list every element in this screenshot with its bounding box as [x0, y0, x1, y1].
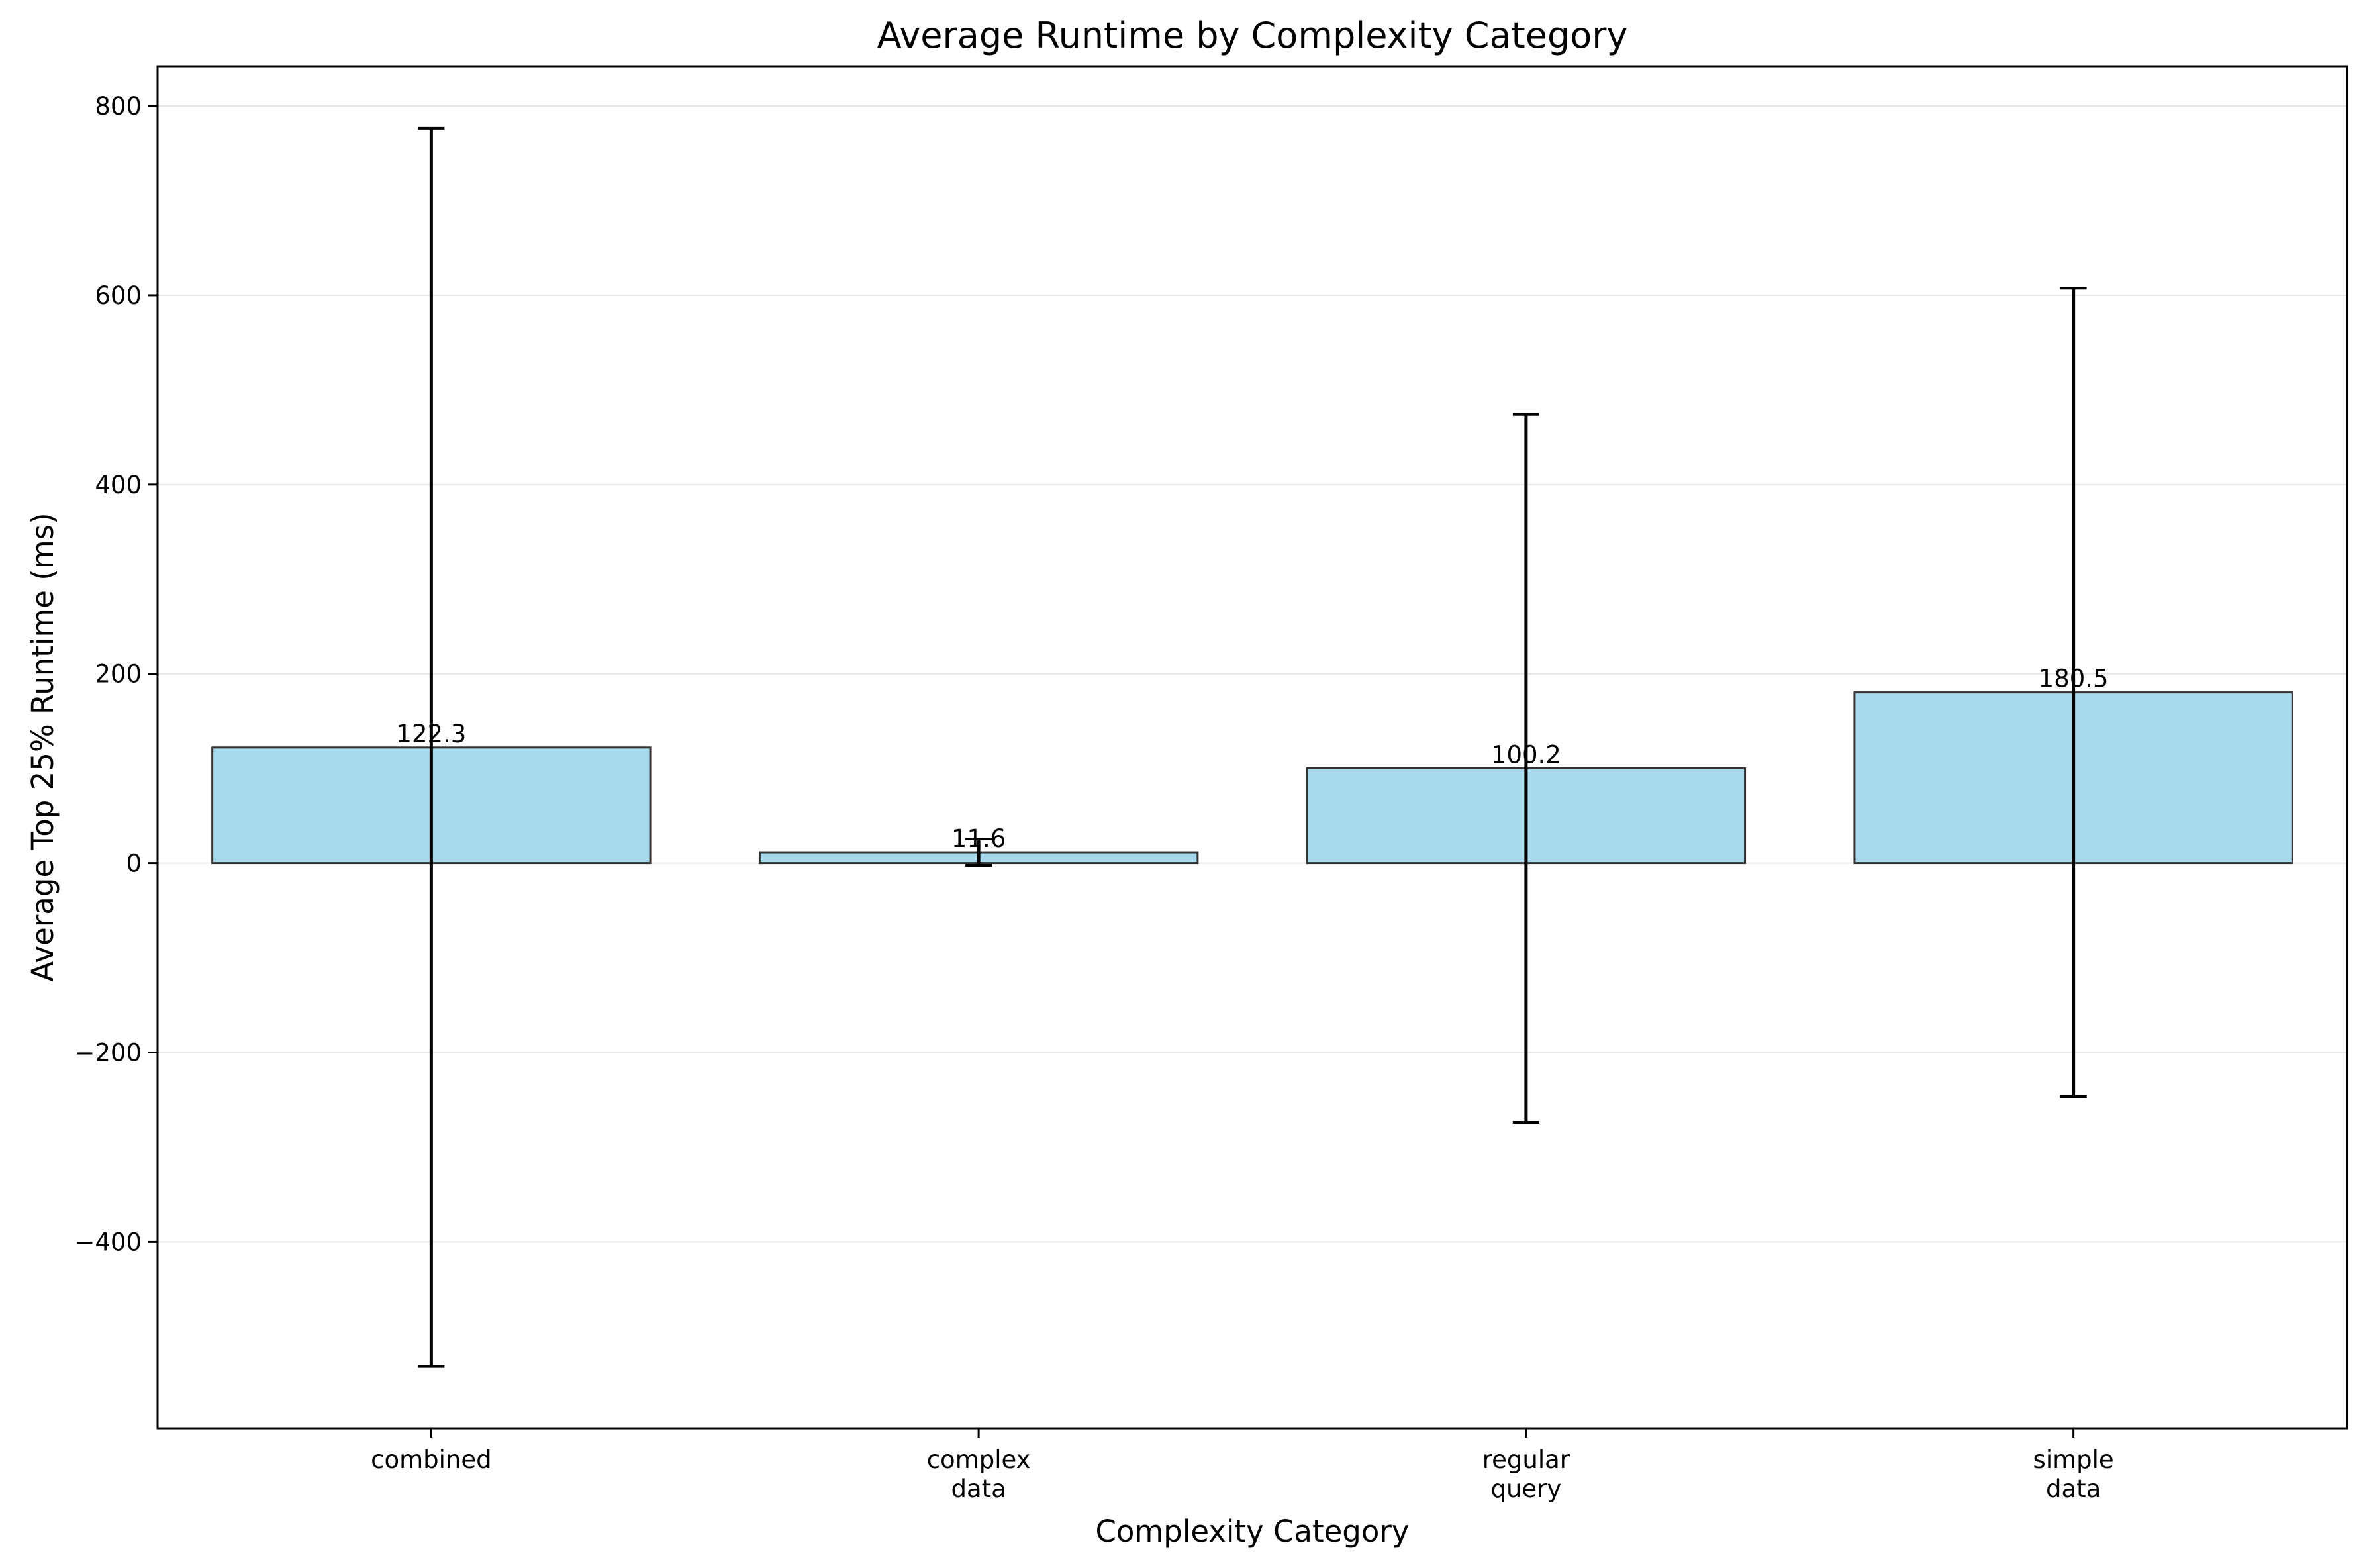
plot-frame [156, 65, 2348, 1430]
y-tick-label: 600 [95, 281, 142, 310]
data-label: 11.6 [951, 824, 1006, 853]
data-label: 180.5 [2039, 665, 2109, 693]
y-axis-label: Average Top 25% Runtime (ms) [25, 513, 60, 981]
y-tick-label: −200 [74, 1039, 142, 1067]
chart-title: Average Runtime by Complexity Category [877, 15, 1628, 56]
data-labels: 122.3 11.6 100.2 180.5 [396, 665, 2108, 853]
y-tick-label: 800 [95, 92, 142, 121]
x-tick-label: complex [927, 1446, 1031, 1474]
x-tick-label: regular [1482, 1446, 1570, 1474]
x-tick-label: combined [371, 1446, 492, 1474]
x-axis-label: Complexity Category [1095, 1514, 1409, 1549]
error-bars [418, 126, 2087, 1368]
y-tick-label: −400 [74, 1228, 142, 1256]
x-axis-ticks: combined complexdataregularquerysimpledat… [371, 1428, 2114, 1503]
x-tick-label: query [1490, 1475, 1561, 1503]
y-axis-ticks: −400 −200 0 200 400 600 800 [74, 92, 158, 1256]
y-tick-label: 200 [95, 660, 142, 689]
x-tick-label: simple [2033, 1446, 2114, 1474]
y-tick-label: 400 [95, 471, 142, 499]
data-label: 100.2 [1491, 740, 1561, 769]
x-tick-label: data [951, 1475, 1006, 1503]
data-label: 122.3 [396, 720, 466, 748]
x-tick-label: data [2046, 1475, 2101, 1503]
y-tick-label: 0 [126, 850, 142, 878]
